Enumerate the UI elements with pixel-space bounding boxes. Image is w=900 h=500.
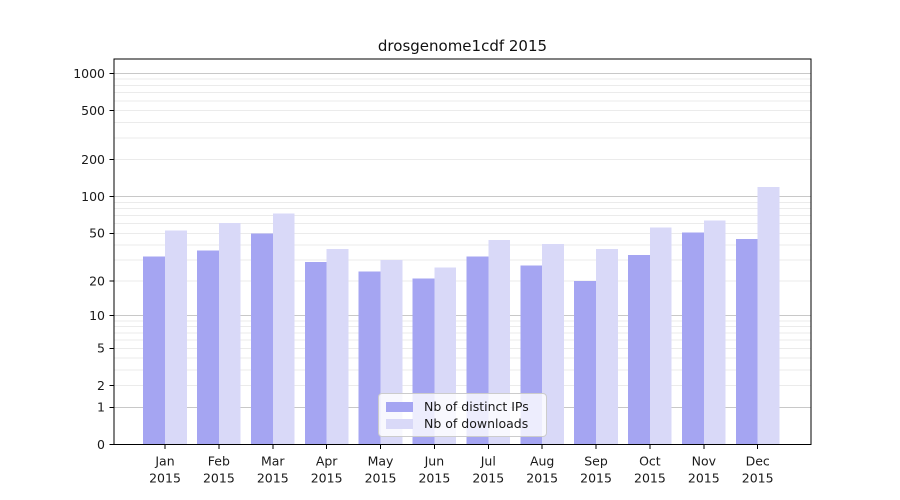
y-tick-label-10: 10 [89, 308, 105, 323]
legend-label: Nb of distinct IPs [424, 399, 529, 414]
bar-ips-dec [735, 238, 758, 445]
x-tick-label-jul: Jul 2015 [472, 454, 504, 486]
x-tick-label-sep: Sep 2015 [580, 454, 612, 486]
bar-ips-jan [143, 256, 165, 445]
bar-ips-nov [682, 232, 704, 445]
bar-downloads-jan [165, 230, 187, 445]
x-tick-label-oct: Oct 2015 [634, 454, 666, 486]
bar-ips-apr [304, 261, 327, 445]
y-tick-label-20: 20 [89, 273, 105, 288]
y-tick-label-100: 100 [81, 189, 105, 204]
y-tick-label-50: 50 [89, 226, 105, 241]
x-tick-label-may: May 2015 [365, 454, 397, 486]
bar-downloads-dec [757, 186, 780, 445]
y-tick-label-2: 2 [97, 378, 105, 393]
legend-label: Nb of downloads [424, 416, 529, 431]
y-tick-label-1: 1 [97, 400, 105, 415]
bar-downloads-apr [326, 249, 349, 445]
y-tick-label-0: 0 [97, 437, 105, 452]
legend-swatch [386, 418, 413, 429]
bar-ips-may [358, 271, 381, 445]
bar-downloads-nov [703, 220, 726, 445]
x-tick-label-dec: Dec 2015 [742, 454, 774, 486]
y-tick-label-500: 500 [81, 103, 105, 118]
legend-item: Nb of downloads [386, 416, 538, 431]
bar-ips-oct [628, 255, 650, 445]
bar-downloads-oct [649, 227, 672, 445]
x-tick-label-nov: Nov 2015 [688, 454, 720, 486]
y-tick-label-1000: 1000 [73, 66, 105, 81]
bar-downloads-feb [218, 222, 241, 445]
bar-ips-feb [197, 250, 219, 445]
chart-title: drosgenome1cdf 2015 [377, 37, 548, 55]
x-tick-label-jan: Jan 2015 [149, 454, 181, 486]
legend: Nb of distinct IPs Nb of downloads [378, 393, 547, 437]
bar-downloads-sep [596, 249, 618, 445]
x-tick-label-jun: Jun 2015 [418, 454, 450, 486]
legend-item: Nb of distinct IPs [386, 399, 538, 414]
bar-ips-mar [250, 233, 273, 445]
y-tick-label-200: 200 [81, 152, 105, 167]
x-tick-label-apr: Apr 2015 [311, 454, 343, 486]
x-tick-label-aug: Aug 2015 [526, 454, 558, 486]
bar-downloads-aug [542, 243, 564, 445]
y-tick-label-5: 5 [97, 341, 105, 356]
x-tick-label-mar: Mar 2015 [257, 454, 289, 486]
bar-downloads-mar [272, 213, 295, 445]
bar-ips-sep [574, 281, 597, 445]
plot-border [113, 58, 812, 445]
x-tick-label-feb: Feb 2015 [203, 454, 235, 486]
legend-swatch [386, 401, 413, 412]
